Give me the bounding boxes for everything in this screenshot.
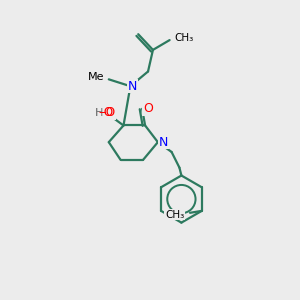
Text: O: O: [143, 102, 153, 115]
Text: H: H: [95, 108, 103, 118]
Text: Me: Me: [88, 72, 105, 82]
Text: N: N: [159, 136, 168, 148]
Text: H: H: [95, 108, 103, 118]
Text: –O: –O: [100, 106, 116, 119]
Text: CH₃: CH₃: [165, 210, 184, 220]
Text: N: N: [128, 80, 137, 93]
Text: CH₃: CH₃: [175, 33, 194, 43]
Text: –O: –O: [98, 106, 113, 119]
